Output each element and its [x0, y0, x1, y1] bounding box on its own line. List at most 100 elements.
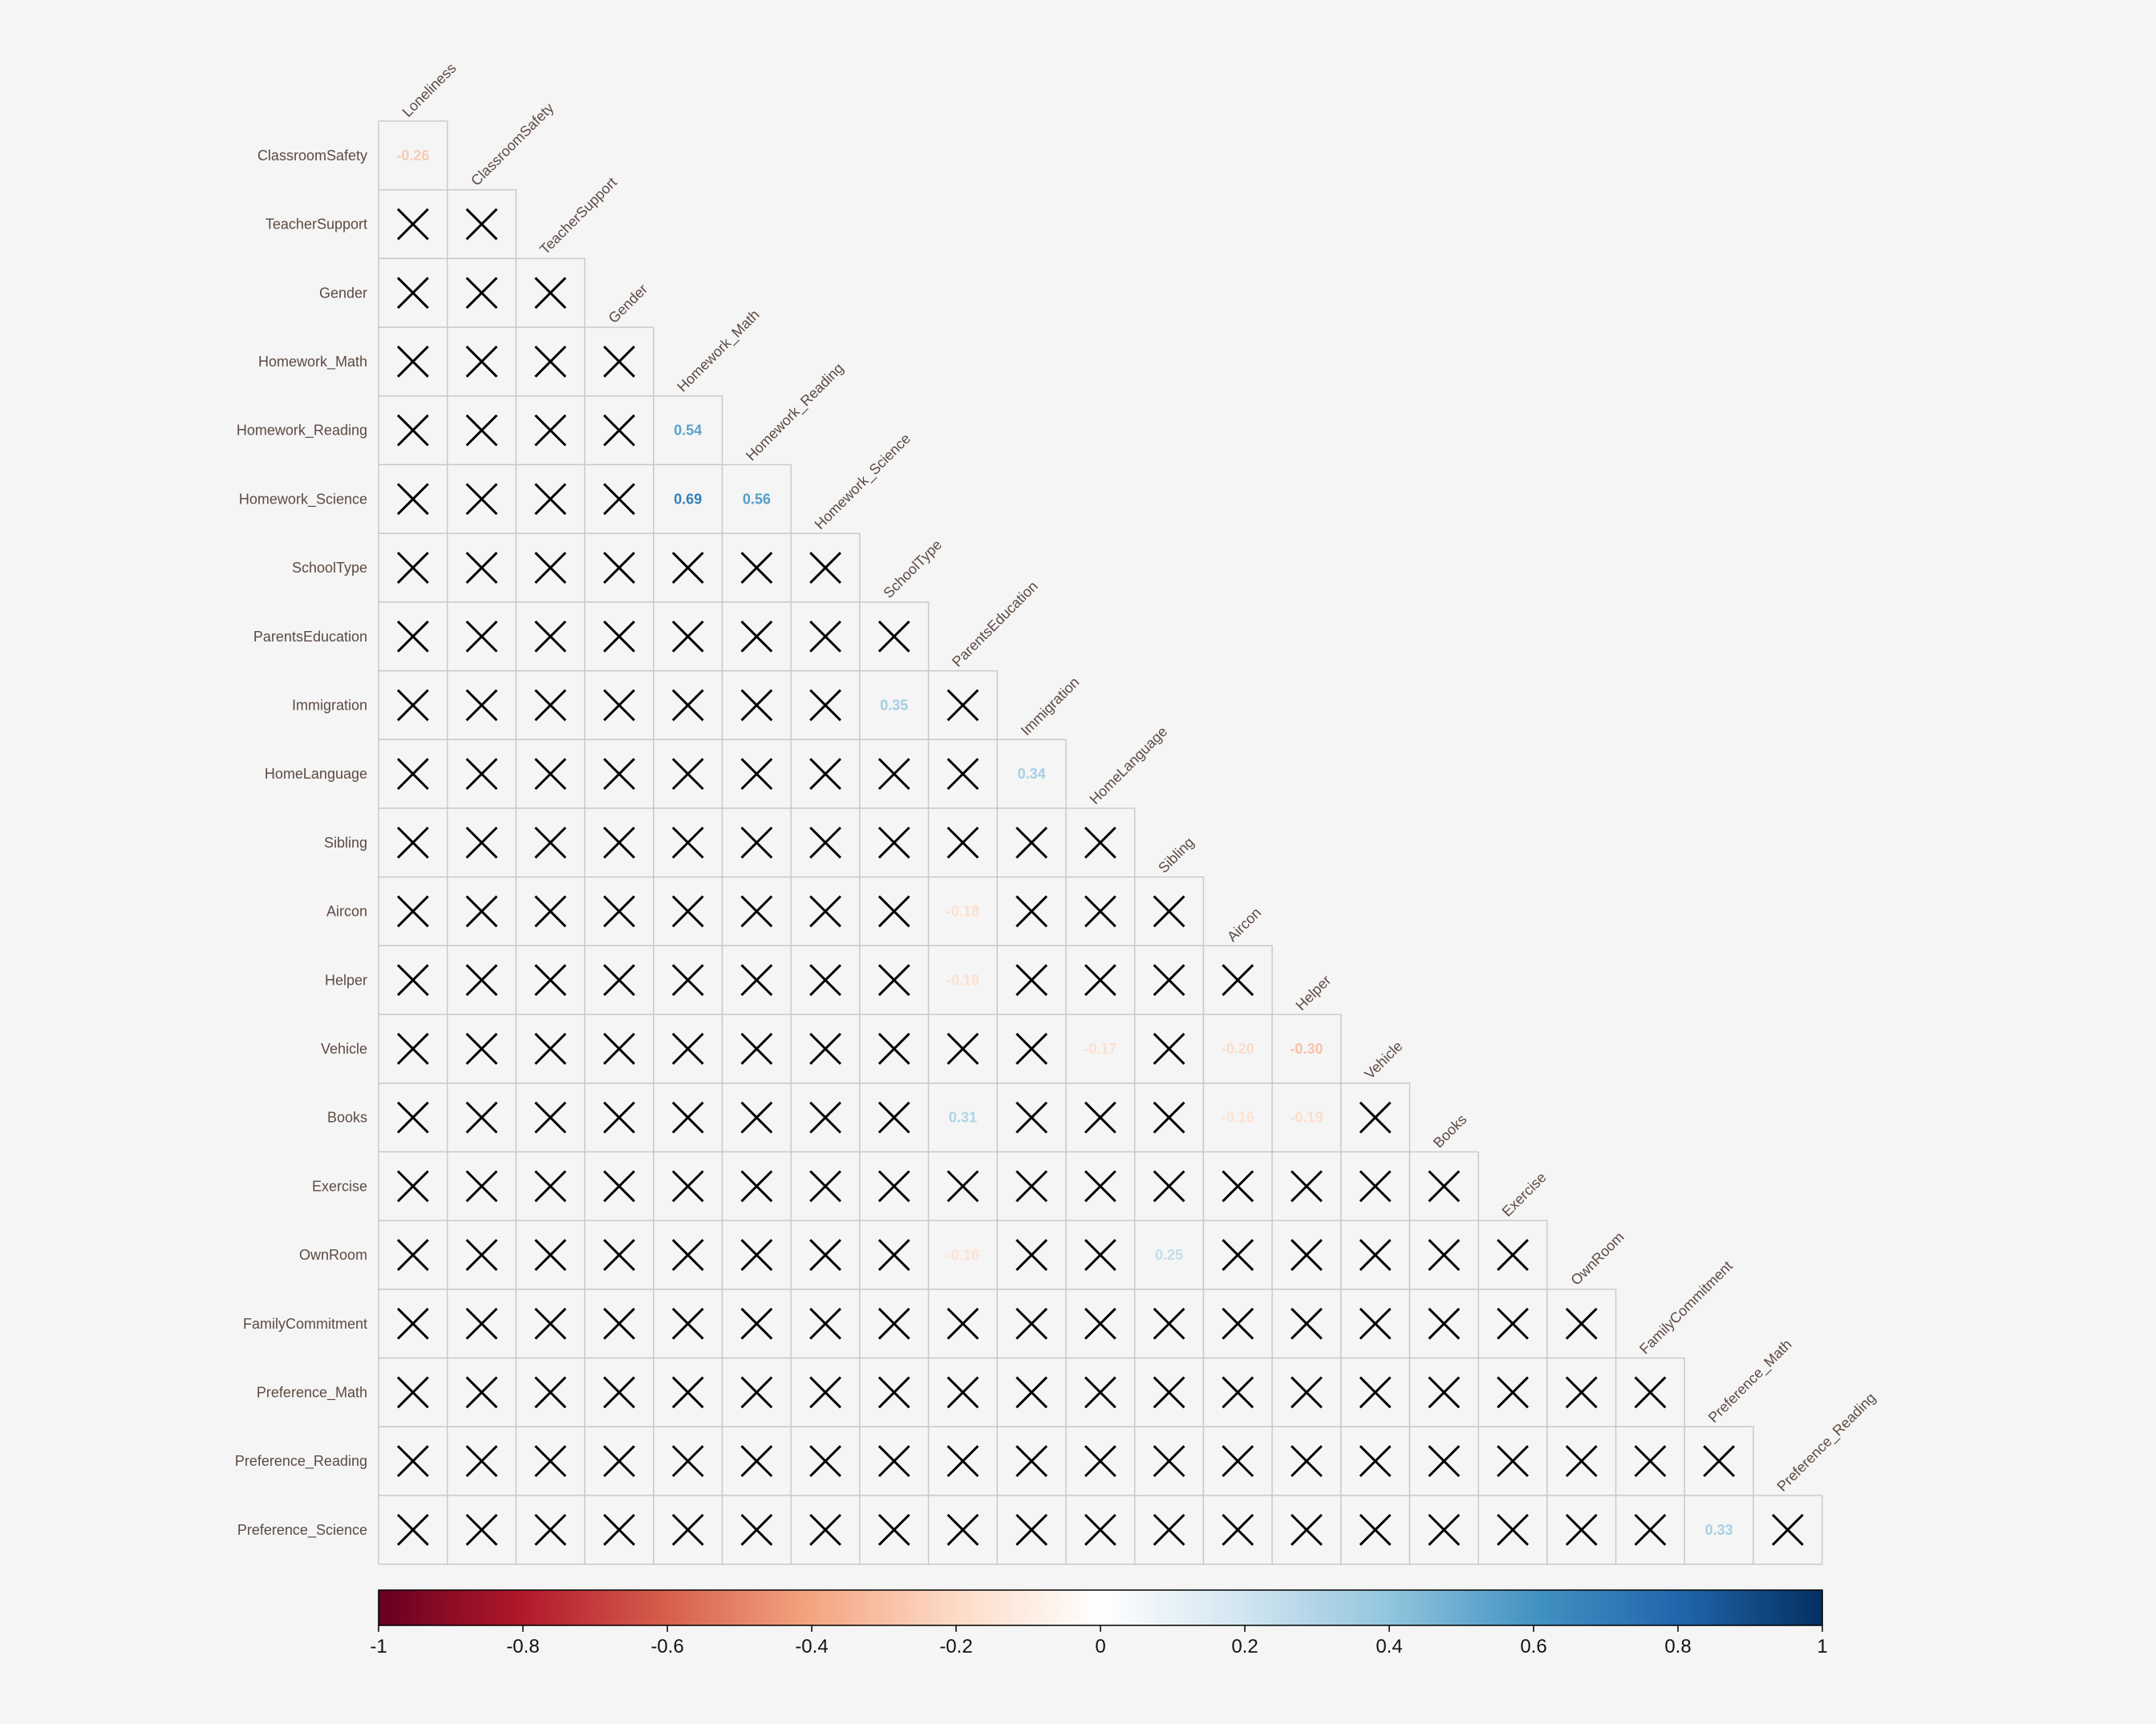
cross-mark [1359, 1239, 1392, 1271]
cross-mark [671, 1376, 704, 1409]
cell-ownroom-exercise [1477, 1220, 1548, 1290]
cross-mark [603, 826, 635, 859]
cell-parentseducation-loneliness [378, 601, 448, 672]
cell-helper-aircon [1202, 945, 1273, 1015]
cross-mark [671, 1033, 704, 1065]
cross-mark [809, 826, 841, 859]
cross-mark [671, 964, 704, 997]
cross-mark [465, 964, 498, 997]
column-label-teachersupport: TeacherSupport [537, 174, 620, 257]
cross-mark [534, 1376, 567, 1409]
colorbar-tick-label: -0.4 [795, 1636, 828, 1657]
cross-mark [671, 689, 704, 722]
cross-mark [740, 1513, 773, 1546]
cell-sibling-immigration [996, 807, 1067, 878]
cell-preference-science-loneliness [378, 1495, 448, 1565]
cell-familycommitment-gender [584, 1289, 654, 1359]
cell-ownroom-books [1408, 1220, 1479, 1290]
cell-preference-reading-books [1408, 1426, 1479, 1496]
cell-homework-math-gender [584, 326, 654, 397]
cross-mark [1015, 1239, 1048, 1271]
cross-mark [1565, 1376, 1598, 1409]
cell-preference-math-teachersupport [515, 1357, 586, 1427]
cross-mark [1634, 1513, 1667, 1546]
cross-mark [1015, 1445, 1048, 1478]
cross-mark [809, 1307, 841, 1340]
column-label-ownroom: OwnRoom [1567, 1228, 1627, 1288]
cross-mark [671, 826, 704, 859]
cell-helper-homework-math [653, 945, 723, 1015]
cell-familycommitment-loneliness [378, 1289, 448, 1359]
cell-preference-science-homework-science [790, 1495, 861, 1565]
cross-mark [396, 1445, 429, 1478]
heatmap-grid: -0.26 0.54 0.69 0.56 0.35 0.34 -0.18 -0.18 -0.17… [378, 120, 1823, 1565]
cell-ownroom-schooltype [859, 1220, 930, 1290]
cell-books-gender [584, 1083, 654, 1153]
row-label-immigration: Immigration [292, 697, 367, 713]
cell-preference-math-books [1408, 1357, 1479, 1427]
cross-mark [1153, 964, 1185, 997]
cross-mark [671, 895, 704, 928]
colorbar-tick-label: 0.2 [1231, 1636, 1258, 1657]
cross-mark [465, 552, 498, 584]
cross-mark [1015, 1170, 1048, 1203]
cross-mark [1084, 826, 1116, 859]
cross-mark [465, 277, 498, 310]
cross-mark [1084, 1445, 1116, 1478]
cell-preference-reading-ownroom [1546, 1426, 1617, 1496]
cell-helper-sibling [1133, 945, 1205, 1015]
colorbar: -1 -0.8 -0.6 -0.4 -0.2 0 0.2 0.4 0.6 0.8 1 [370, 1589, 1828, 1657]
cell-books-homework-science [790, 1083, 861, 1153]
column-label-aircon: Aircon [1224, 904, 1264, 945]
cell-sibling-teachersupport [515, 807, 586, 878]
cell-box [378, 945, 448, 1015]
column-label-exercise: Exercise [1499, 1169, 1550, 1220]
cell-exercise-books [1408, 1151, 1479, 1221]
cell-preference-reading-homelanguage [1065, 1426, 1136, 1496]
cross-mark [603, 483, 635, 516]
cross-mark [740, 895, 773, 928]
cell-preference-math-helper [1271, 1357, 1342, 1427]
cell-exercise-homelanguage [1065, 1151, 1136, 1221]
cell-exercise-homework-reading [721, 1151, 792, 1221]
row-label-preference-science: Preference_Science [237, 1522, 367, 1539]
cell-preference-reading-exercise [1477, 1426, 1548, 1496]
cross-mark [603, 1307, 635, 1340]
cross-mark [1359, 1445, 1392, 1478]
cell-immigration-classroomsafety [447, 670, 517, 740]
correlation-value: -0.19 [1290, 1110, 1323, 1126]
row-label-parentseducation: ParentsEducation [253, 629, 367, 645]
cross-mark [1428, 1513, 1461, 1546]
cross-mark [1222, 1445, 1254, 1478]
cross-mark [396, 277, 429, 310]
column-label-classroomsafety: ClassroomSafety [468, 99, 557, 188]
cross-mark [603, 1239, 635, 1271]
cell-homework-reading-loneliness [378, 395, 448, 466]
cell-preference-science-familycommitment [1615, 1495, 1685, 1565]
correlation-value: -0.30 [1290, 1041, 1323, 1057]
cross-mark [396, 1307, 429, 1340]
cell-box [996, 739, 1067, 809]
cell-preference-reading-sibling [1133, 1426, 1205, 1496]
cell-homework-science-loneliness [378, 463, 448, 534]
cross-mark [1153, 1033, 1185, 1065]
cell-immigration-homework-math [653, 670, 723, 740]
cell-preference-reading-gender [584, 1426, 654, 1496]
cell-preference-math-schooltype [859, 1357, 930, 1427]
column-label-schooltype: SchoolType [880, 536, 945, 601]
row-label-homework-reading: Homework_Reading [237, 423, 367, 439]
cross-mark [396, 964, 429, 997]
cell-preference-reading-homework-science [790, 1426, 861, 1496]
cross-mark [946, 689, 979, 722]
colorbar-tick-label: -0.2 [939, 1636, 972, 1657]
cell-homework-math-classroomsafety [447, 326, 517, 397]
row-label-ownroom: OwnRoom [299, 1247, 367, 1263]
cell-homelanguage-classroomsafety [447, 739, 517, 809]
cross-mark [1634, 1376, 1667, 1409]
cross-mark [740, 1445, 773, 1478]
cross-mark [465, 758, 498, 791]
cell-box [790, 1357, 861, 1427]
cross-mark [396, 689, 429, 722]
cell-preference-science-sibling [1133, 1495, 1205, 1565]
